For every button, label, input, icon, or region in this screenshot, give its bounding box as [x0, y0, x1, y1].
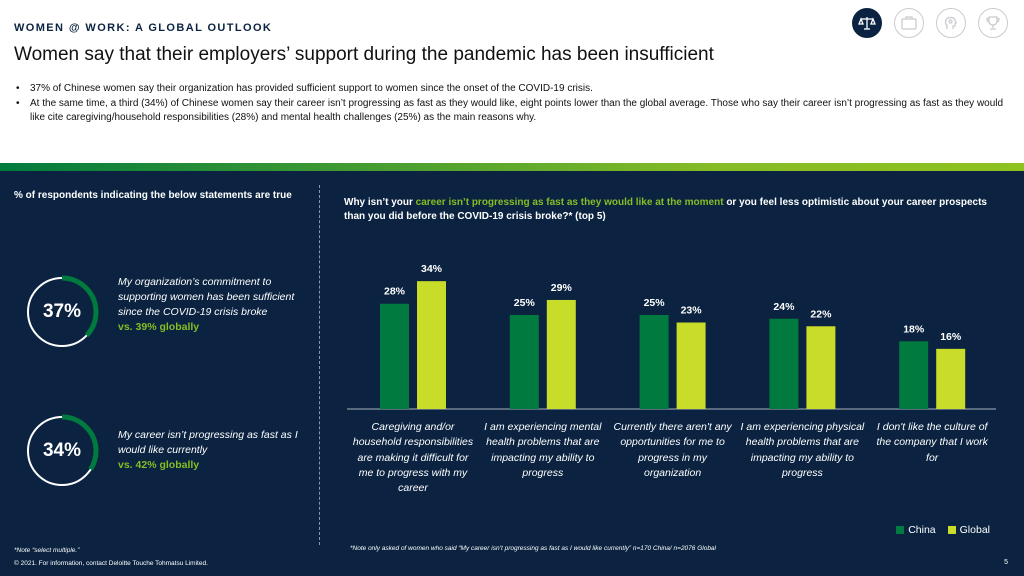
- briefcase-icon[interactable]: [894, 8, 924, 38]
- data-label-china-3: 25%: [644, 297, 666, 309]
- chart-legend: China Global: [896, 524, 990, 536]
- stat-card: 34% My career isn’t progressing as fast …: [22, 411, 322, 497]
- bar-china-5: [899, 341, 929, 409]
- bar-china-4: [769, 318, 799, 409]
- stat-statement-text: My organization’s commitment to supporti…: [118, 276, 295, 318]
- data-label-china-2: 25%: [514, 297, 536, 309]
- legend-swatch-china: [896, 526, 905, 534]
- category-label-2: I am experiencing mental health problems…: [484, 421, 602, 479]
- data-label-global-1: 34%: [421, 263, 443, 275]
- footnote-chart: *Note only asked of women who said “My c…: [350, 545, 716, 552]
- chart-title: Why isn’t your career isn’t progressing …: [344, 196, 1008, 224]
- stat-percent: 37%: [42, 301, 82, 322]
- data-label-global-5: 16%: [940, 331, 962, 343]
- key-findings: 37% of Chinese women say their organizat…: [14, 82, 1014, 126]
- category-label-5: I don't like the culture of the company …: [876, 421, 988, 464]
- stat-comparison: vs. 42% globally: [118, 459, 200, 471]
- category-label-1: Caregiving and/or household responsibili…: [352, 421, 474, 495]
- panel-divider: [319, 185, 320, 545]
- bar-global-2: [546, 299, 576, 409]
- donut-ring: [25, 275, 99, 349]
- copyright: © 2021. For information, contact Deloitt…: [14, 560, 208, 567]
- head-gears-icon[interactable]: [936, 8, 966, 38]
- data-label-china-1: 28%: [384, 286, 406, 298]
- bar-china-3: [639, 315, 669, 409]
- stat-statement: My organization’s commitment to supporti…: [118, 275, 308, 335]
- data-label-global-2: 29%: [551, 282, 573, 294]
- stat-statement: My career isn’t progressing as fast as I…: [118, 428, 308, 473]
- gradient-band: [0, 163, 1024, 171]
- bullet-item: 37% of Chinese women say their organizat…: [14, 82, 1014, 97]
- donut-arc: [25, 275, 99, 349]
- page-title: Women say that their employers’ support …: [14, 44, 714, 65]
- bar-global-3: [676, 322, 706, 409]
- stat-statement-text: My career isn’t progressing as fast as I…: [118, 429, 298, 456]
- data-label-china-5: 18%: [903, 323, 925, 335]
- data-label-global-3: 23%: [681, 305, 703, 317]
- chart-title-part2: or you feel less optimistic about your c…: [344, 197, 987, 222]
- footnote-left: *Note “select multiple.”: [14, 547, 80, 554]
- data-panel: % of respondents indicating the below st…: [0, 171, 1024, 576]
- stat-card: 37% My organization’s commitment to supp…: [22, 272, 322, 358]
- data-label-global-4: 22%: [810, 308, 832, 320]
- legend-label-global: Global: [959, 524, 990, 536]
- left-heading: % of respondents indicating the below st…: [14, 190, 292, 201]
- bar-global-5: [936, 348, 966, 409]
- legend-label-china: China: [908, 524, 936, 536]
- trophy-icon[interactable]: [978, 8, 1008, 38]
- kicker: WOMEN @ WORK: A GLOBAL OUTLOOK: [14, 22, 273, 34]
- chart-title-part1: Why isn’t your: [344, 197, 416, 208]
- bar-global-4: [806, 326, 836, 409]
- stat-comparison: vs. 39% globally: [118, 321, 200, 333]
- category-label-3: Currently there aren't any opportunities…: [613, 421, 732, 479]
- scales-icon[interactable]: [852, 8, 882, 38]
- stat-percent: 34%: [42, 440, 82, 461]
- data-label-china-4: 24%: [773, 301, 795, 313]
- donut-arc: [25, 414, 99, 488]
- category-label-4: I am experiencing physical health proble…: [740, 421, 865, 479]
- legend-item-china: China: [896, 524, 936, 536]
- bar-global-1: [417, 281, 446, 409]
- donut-ring: [25, 414, 99, 488]
- legend-item-global: Global: [947, 524, 990, 536]
- page-number: 5: [1004, 559, 1008, 566]
- bar-china-1: [380, 303, 409, 409]
- chart-title-highlight: career isn’t progressing as fast as they…: [415, 197, 724, 208]
- bar-chart: 28% 34% 25% 29% 25% 23% 24% 22% 18% 16%: [347, 263, 996, 410]
- legend-swatch-global: [947, 526, 956, 534]
- bar-china-2: [509, 315, 539, 409]
- section-nav: [852, 8, 1008, 38]
- bullet-item: At the same time, a third (34%) of Chine…: [14, 97, 1014, 126]
